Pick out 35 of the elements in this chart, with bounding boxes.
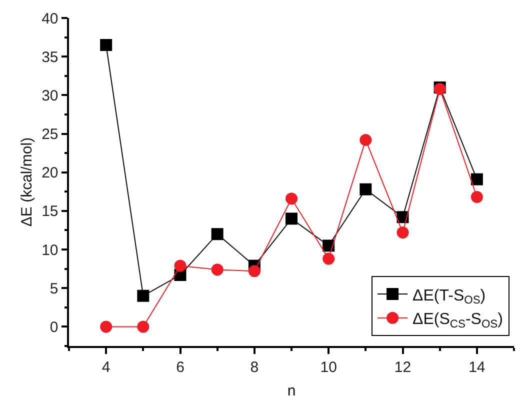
point: [286, 192, 298, 205]
point: [137, 290, 150, 302]
point: [100, 39, 112, 52]
y-tick-label: 10: [42, 242, 58, 259]
point: [100, 320, 112, 333]
y-axis-title: ΔE (kcal/mol): [18, 137, 36, 227]
point: [286, 212, 298, 225]
point: [137, 320, 150, 333]
point: [360, 134, 372, 146]
y-tick-label: 0: [50, 318, 58, 336]
x-tick-label: 4: [102, 358, 110, 376]
point: [470, 173, 483, 186]
y-tick-label: 40: [42, 10, 58, 28]
point: [396, 226, 409, 239]
point: [360, 183, 372, 196]
x-tick-label: 14: [468, 358, 486, 376]
x-axis-title: n: [287, 382, 296, 400]
point: [248, 265, 260, 278]
x-tick-label: 10: [320, 358, 337, 376]
point: [211, 264, 224, 276]
x-tick-label: 8: [250, 358, 259, 376]
y-tick-label: 35: [42, 48, 58, 66]
point: [322, 252, 335, 265]
legend-label: ΔE(S$_{CS}$-S$_{OS}$): [412, 311, 503, 330]
point: [211, 228, 224, 240]
y-tick-label: 25: [42, 126, 58, 144]
y-tick-label: 15: [42, 203, 58, 220]
x-tick-label: 12: [394, 358, 412, 376]
y-tick-label: 30: [42, 87, 58, 104]
y-tick-label: 20: [42, 164, 58, 182]
y-tick-label: 5: [50, 280, 58, 298]
point: [470, 191, 483, 204]
legend-label: ΔE(T-S$_{OS}$): [412, 287, 486, 307]
point: [174, 260, 186, 272]
x-tick-label: 6: [176, 358, 184, 376]
